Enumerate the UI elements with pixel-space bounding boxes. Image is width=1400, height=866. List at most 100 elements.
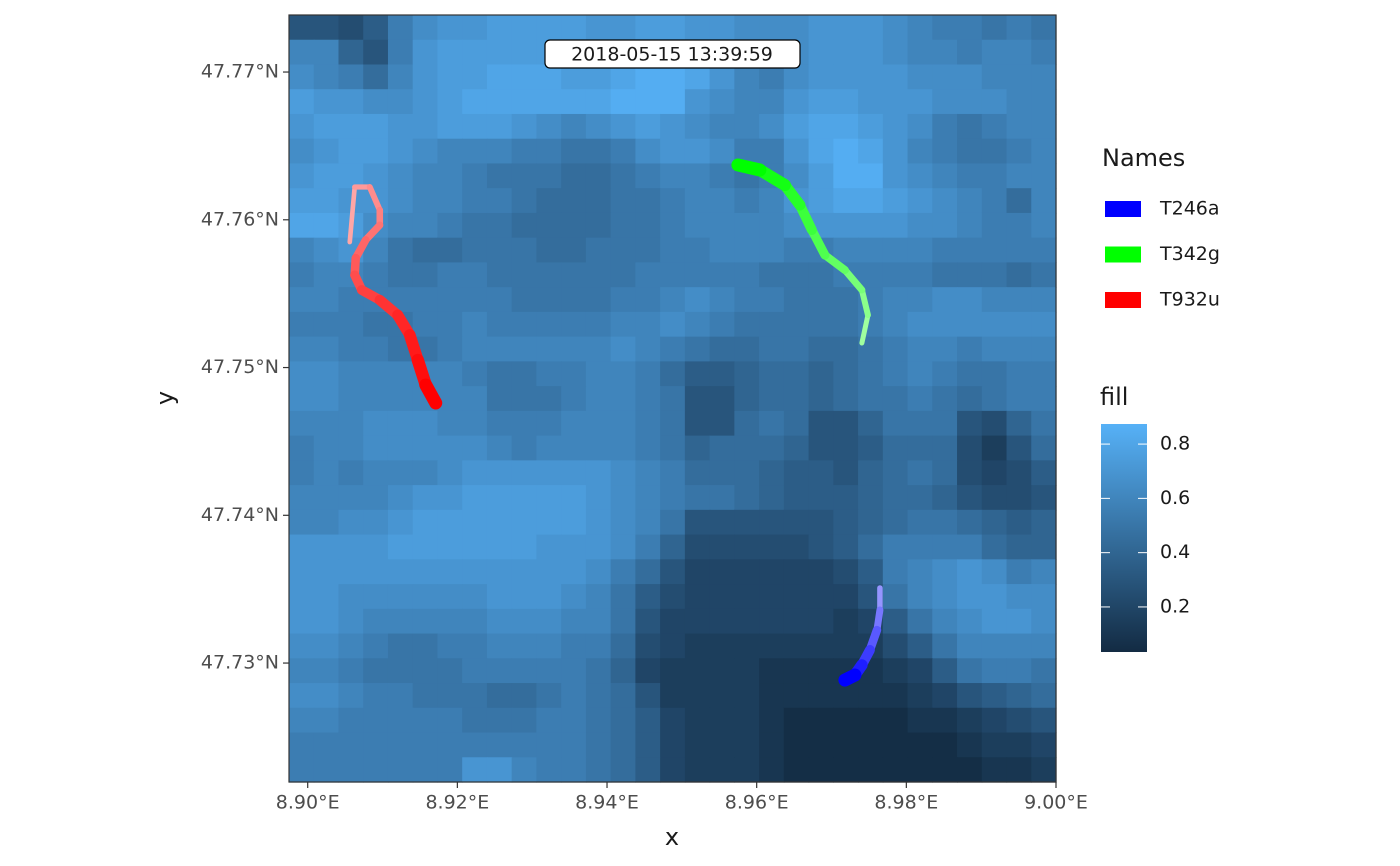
raster-cell [759,188,785,214]
raster-cell [907,336,933,362]
raster-cell [709,262,735,288]
raster-cell [684,757,711,783]
raster-cell [957,509,983,536]
annotation: 2018-05-15 13:39:59 [544,39,801,69]
raster-cell [561,608,587,635]
raster-cell [289,188,315,214]
raster-cell [858,188,884,214]
raster-cell [289,757,315,783]
raster-cell [610,435,636,461]
raster-cell [289,683,315,709]
raster-cell [437,584,463,610]
raster-cell [363,509,389,536]
raster-cell [957,732,983,758]
raster-cell [486,188,513,214]
raster-cell [808,287,834,313]
raster-cell [1031,39,1057,66]
raster-cell [635,287,661,313]
raster-cell [536,15,562,41]
raster-cell [1031,435,1057,461]
raster-cell [289,707,315,734]
raster-cell [759,361,785,387]
raster-cell [660,262,686,288]
raster-cell [289,732,315,758]
raster-cell [462,188,488,214]
raster-cell [486,584,513,610]
raster-cell [882,64,909,90]
raster-cell [1031,633,1057,659]
raster-cell [932,163,958,189]
raster-cell [387,608,414,635]
raster-cell [957,212,983,239]
raster-cell [957,39,983,66]
raster-cell [585,658,612,684]
raster-cell [511,163,538,189]
raster-cell [882,89,909,115]
raster-cell [660,460,686,486]
raster-cell [486,410,513,437]
raster-cell [313,732,340,758]
raster-cell [536,683,562,709]
raster-cell [412,262,439,288]
raster-cell [486,386,513,412]
raster-cell [660,212,686,239]
raster-cell [833,435,859,461]
raster-cell [882,336,909,362]
raster-cell [858,460,884,486]
raster-cell [684,485,711,511]
raster-cell [684,386,711,412]
raster-cell [981,386,1008,412]
annotation-text: 2018-05-15 13:39:59 [571,44,773,66]
raster-cell [932,534,958,560]
raster-cell [387,410,414,437]
raster-cell [462,534,488,560]
legend-key [1105,292,1141,308]
raster-cell [882,658,909,684]
raster-cell [1006,435,1032,461]
raster-cell [536,336,562,362]
raster-cell [486,559,513,585]
raster-cell [412,64,439,90]
raster-cell [759,336,785,362]
raster-cell [610,89,636,115]
raster-cell [338,435,364,461]
raster-cell [981,64,1008,90]
raster-cell [585,732,612,758]
raster-cell [412,509,439,536]
raster-cell [882,509,909,536]
raster-cell [1006,361,1032,387]
raster-cell [660,683,686,709]
raster-cell [338,15,364,41]
raster-cell [387,707,414,734]
raster-cell [833,188,859,214]
raster-cell [462,336,488,362]
raster-cell [363,435,389,461]
raster-cell [981,732,1008,758]
raster-cell [1006,287,1032,313]
raster-cell [858,212,884,239]
raster-cell [511,237,538,264]
raster-cell [907,534,933,560]
raster-cell [882,39,909,66]
raster-cell [660,15,686,41]
raster-cell [511,683,538,709]
raster-cell [511,15,538,41]
raster-cell [684,64,711,90]
raster-cell [783,633,810,659]
raster-cell [511,460,538,486]
raster-cell [660,435,686,461]
raster-cell [660,658,686,684]
raster-cell [363,386,389,412]
raster-cell [313,212,340,239]
y-axis-title: y [151,391,179,405]
raster-cell [561,658,587,684]
raster-cell [387,683,414,709]
raster-cell [783,89,810,115]
raster-cell [1031,386,1057,412]
raster-cell [981,707,1008,734]
raster-cell [882,683,909,709]
raster-cell [462,410,488,437]
raster-cell [684,311,711,338]
raster-cell [1031,237,1057,264]
raster-cell [610,534,636,560]
